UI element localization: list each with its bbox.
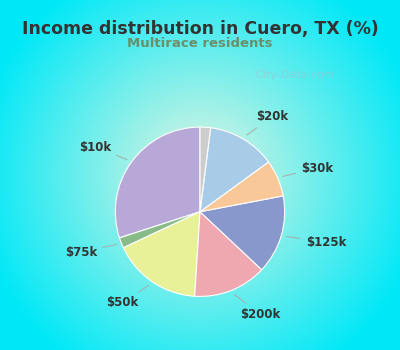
Text: Income distribution in Cuero, TX (%): Income distribution in Cuero, TX (%) <box>22 20 378 38</box>
Text: $10k: $10k <box>79 141 127 160</box>
Text: $125k: $125k <box>286 236 346 249</box>
Text: City-Data.com: City-Data.com <box>255 70 335 80</box>
Text: Multirace residents: Multirace residents <box>127 37 273 50</box>
Wedge shape <box>120 212 200 248</box>
Wedge shape <box>200 127 211 212</box>
Wedge shape <box>200 162 283 212</box>
Text: $30k: $30k <box>283 162 333 176</box>
Text: $75k: $75k <box>65 244 116 259</box>
Wedge shape <box>123 212 200 296</box>
Wedge shape <box>115 127 200 238</box>
Text: $20k: $20k <box>247 111 288 135</box>
Wedge shape <box>200 128 268 212</box>
Text: $50k: $50k <box>106 285 149 309</box>
Text: $200k: $200k <box>234 294 281 321</box>
Wedge shape <box>200 196 285 270</box>
Wedge shape <box>195 212 262 296</box>
